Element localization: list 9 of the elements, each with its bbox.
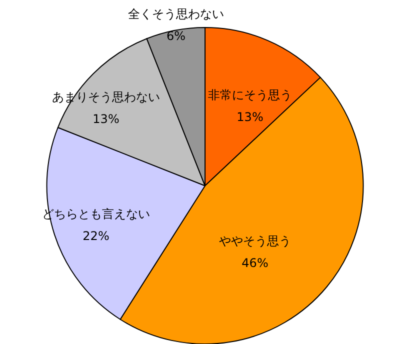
data-label: 6%: [166, 29, 186, 43]
slice-label: 非常にそう思う: [208, 88, 292, 102]
data-label: 13%: [92, 112, 120, 126]
slice-label: あまりそう思わない: [52, 90, 160, 104]
slice-label: 全くそう思わない: [128, 7, 224, 21]
data-label: 46%: [242, 256, 268, 270]
data-label: 22%: [82, 229, 110, 243]
data-label: 13%: [236, 110, 264, 124]
slice-label: ややそう思う: [219, 234, 291, 248]
